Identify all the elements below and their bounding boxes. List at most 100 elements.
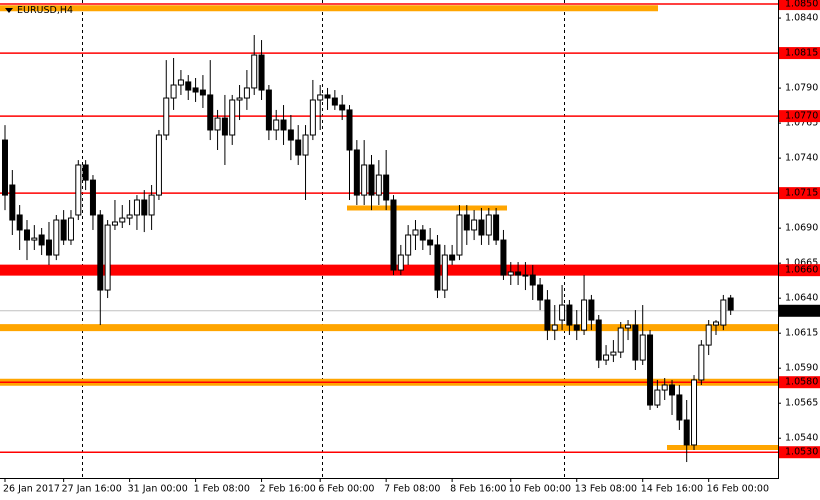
bear-body <box>295 139 302 156</box>
bear-body <box>493 214 500 241</box>
bull-body <box>522 274 529 277</box>
bear-body <box>683 419 690 446</box>
level-label: 1.0770 <box>785 111 818 122</box>
level-label-bg <box>779 264 820 277</box>
bear-body <box>2 139 8 196</box>
bull-body <box>361 164 368 196</box>
bull-body <box>148 194 155 216</box>
level-label-bg <box>779 376 820 389</box>
bull-body <box>441 254 448 291</box>
bear-body <box>390 199 397 271</box>
level-label: 1.0530 <box>785 447 818 458</box>
x-tick-label: 8 Feb 16:00 <box>450 484 506 495</box>
bull-body <box>610 351 617 356</box>
bear-body <box>258 54 265 91</box>
level-label: 1.0850 <box>785 0 818 10</box>
x-tick-label: 7 Feb 08:00 <box>384 484 440 495</box>
bull-body <box>119 217 126 223</box>
bear-body <box>595 319 602 361</box>
y-tick-label: 1.0840 <box>785 13 818 24</box>
bull-body <box>214 117 221 131</box>
bear-body <box>324 94 331 99</box>
bear-body <box>632 324 639 361</box>
bear-body <box>82 164 89 181</box>
bear-body <box>353 149 360 196</box>
bear-body <box>45 239 52 256</box>
level-label-bg <box>779 110 820 123</box>
bull-body <box>375 174 382 196</box>
bull-body <box>163 97 170 136</box>
current-price-bg <box>779 304 820 317</box>
bull-body <box>456 214 463 256</box>
level-label-bg <box>779 446 820 459</box>
bear-body <box>60 219 67 241</box>
bull-body <box>691 379 698 446</box>
bull-body <box>581 299 588 331</box>
x-tick-label: 13 Feb 08:00 <box>575 484 637 495</box>
bear-body <box>529 274 536 286</box>
bull-body <box>405 234 412 256</box>
bull-body <box>317 94 324 101</box>
bear-body <box>16 214 23 231</box>
bull-body <box>53 219 60 256</box>
bear-body <box>669 384 676 396</box>
bear-body <box>588 299 595 321</box>
bull-body <box>654 389 661 406</box>
bull-body <box>485 214 492 236</box>
bull-body <box>705 324 712 346</box>
bull-body <box>170 84 177 99</box>
y-tick-label: 1.0765 <box>785 118 818 129</box>
bull-body <box>177 79 184 86</box>
menu-arrow[interactable] <box>5 8 13 13</box>
bear-body <box>265 89 272 131</box>
bear-body <box>192 87 199 93</box>
bull-body <box>471 219 478 231</box>
bear-body <box>331 97 338 106</box>
bear-body <box>368 164 375 196</box>
bear-body <box>573 324 580 331</box>
y-tick-label: 1.0565 <box>785 398 818 409</box>
bull-body <box>397 254 404 271</box>
y-tick-label: 1.0790 <box>785 83 818 94</box>
bull-body <box>236 97 243 101</box>
bear-body <box>9 184 16 221</box>
bull-body <box>720 299 727 326</box>
y-tick-label: 1.0740 <box>785 153 818 164</box>
bear-body <box>339 104 346 111</box>
bull-body <box>507 271 514 276</box>
bull-body <box>617 327 624 353</box>
bull-body <box>639 334 646 361</box>
level-label: 1.0580 <box>785 377 818 388</box>
bull-body <box>104 224 111 291</box>
bull-body <box>133 199 140 216</box>
bear-body <box>383 174 390 201</box>
bear-body <box>427 239 434 246</box>
level-label-bg <box>779 0 820 11</box>
bull-body <box>251 54 258 89</box>
bear-body <box>676 394 683 421</box>
bear-body <box>23 229 30 241</box>
bull-body <box>559 304 566 321</box>
bull-body <box>155 134 162 196</box>
bull-body <box>625 324 632 329</box>
level-label: 1.0660 <box>785 265 818 276</box>
bear-body <box>727 297 734 311</box>
bear-body <box>199 89 206 96</box>
bull-body <box>273 119 280 131</box>
x-tick-label: 1 Feb 08:00 <box>194 484 250 495</box>
bull-body <box>713 321 720 326</box>
chart-title: EURUSD,H4 <box>17 5 73 16</box>
level-label: 1.0715 <box>785 188 818 199</box>
bear-body <box>207 94 214 131</box>
x-tick-label: 26 Jan 2017 <box>3 484 60 495</box>
bear-body <box>89 179 96 216</box>
bear-body <box>434 244 441 291</box>
separators <box>82 0 565 478</box>
bear-body <box>221 117 228 136</box>
y-tick-label: 1.0665 <box>785 258 818 269</box>
bear-body <box>38 234 45 246</box>
bear-body <box>537 284 544 301</box>
x-tick-label: 6 Feb 00:00 <box>318 484 374 495</box>
bull-body <box>31 237 38 241</box>
